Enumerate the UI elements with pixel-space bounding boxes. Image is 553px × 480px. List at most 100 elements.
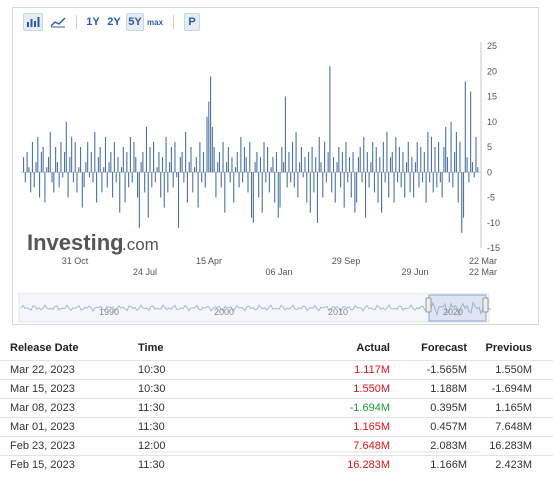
bar[interactable] — [115, 172, 117, 183]
bar[interactable] — [35, 162, 37, 173]
bar[interactable] — [161, 157, 164, 173]
bar[interactable] — [202, 152, 205, 173]
bar[interactable] — [62, 172, 64, 178]
bar[interactable] — [163, 172, 165, 208]
range-5y-button[interactable]: 5Y — [126, 13, 144, 31]
bar[interactable] — [74, 141, 76, 173]
bar[interactable] — [471, 162, 473, 173]
bar[interactable] — [423, 152, 425, 173]
bar[interactable] — [450, 121, 452, 173]
bar[interactable] — [147, 172, 149, 218]
bar[interactable] — [169, 162, 171, 173]
bar[interactable] — [190, 147, 192, 173]
bar[interactable] — [416, 141, 418, 173]
bar[interactable] — [51, 172, 53, 183]
print-button[interactable]: P — [184, 13, 200, 31]
bar[interactable] — [306, 172, 308, 203]
bar[interactable] — [459, 141, 461, 173]
bar[interactable] — [44, 172, 46, 203]
bar[interactable] — [179, 157, 181, 173]
bar[interactable] — [254, 162, 256, 173]
bar[interactable] — [370, 162, 372, 173]
bar[interactable] — [470, 91, 472, 173]
col-release-date[interactable]: Release Date — [10, 342, 79, 354]
bar[interactable] — [404, 172, 406, 198]
bar[interactable] — [288, 152, 290, 173]
bar[interactable] — [151, 172, 153, 188]
bar[interactable] — [325, 172, 327, 183]
bar[interactable] — [24, 172, 26, 183]
bar[interactable] — [373, 172, 376, 193]
bar[interactable] — [80, 147, 82, 173]
bar[interactable] — [81, 172, 83, 208]
bar[interactable] — [368, 172, 370, 188]
bar[interactable] — [256, 152, 258, 173]
bar[interactable] — [445, 126, 447, 173]
bar[interactable] — [120, 167, 123, 173]
bar[interactable] — [343, 172, 345, 208]
bar[interactable] — [165, 136, 167, 173]
bar[interactable] — [229, 172, 231, 183]
bar[interactable] — [218, 152, 221, 173]
bar[interactable] — [145, 126, 148, 173]
bar[interactable] — [302, 172, 304, 178]
bar[interactable] — [188, 162, 190, 173]
bar[interactable] — [40, 152, 42, 173]
bar[interactable] — [90, 152, 92, 173]
bar[interactable] — [265, 172, 267, 183]
bar[interactable] — [128, 172, 130, 188]
bar[interactable] — [395, 136, 397, 173]
bar[interactable] — [153, 141, 155, 173]
bar[interactable] — [263, 141, 265, 173]
bar[interactable] — [261, 172, 263, 213]
bar[interactable] — [270, 167, 272, 173]
bar[interactable] — [363, 136, 365, 173]
bar[interactable] — [69, 157, 71, 173]
bar[interactable] — [407, 141, 409, 173]
bar[interactable] — [251, 172, 253, 218]
bar[interactable] — [192, 172, 194, 193]
bar[interactable] — [26, 152, 28, 173]
bar[interactable] — [252, 172, 254, 223]
bar[interactable] — [402, 152, 404, 173]
bar[interactable] — [213, 147, 215, 173]
bar[interactable] — [427, 131, 429, 173]
bar[interactable] — [443, 147, 445, 173]
bar[interactable] — [375, 147, 377, 173]
bar[interactable] — [473, 172, 475, 178]
bar[interactable] — [199, 141, 201, 173]
bar[interactable] — [275, 152, 278, 173]
bar[interactable] — [245, 157, 247, 173]
col-forecast[interactable]: Forecast — [421, 342, 467, 354]
bar[interactable] — [359, 147, 361, 173]
bar[interactable] — [464, 81, 466, 173]
bar[interactable] — [117, 157, 119, 173]
bar[interactable] — [217, 162, 219, 173]
bar[interactable] — [231, 157, 233, 173]
bar[interactable] — [334, 172, 336, 203]
bar[interactable] — [142, 152, 144, 173]
bar[interactable] — [268, 172, 270, 193]
bar[interactable] — [352, 152, 354, 173]
bar[interactable] — [384, 172, 386, 183]
bar[interactable] — [23, 157, 25, 173]
bar[interactable] — [222, 141, 224, 173]
bar-chart-icon[interactable] — [23, 13, 43, 31]
bar[interactable] — [331, 172, 333, 193]
bar[interactable] — [420, 147, 422, 173]
bar[interactable] — [181, 152, 183, 173]
bar[interactable] — [324, 141, 326, 173]
bar[interactable] — [85, 162, 87, 173]
bar[interactable] — [457, 172, 459, 203]
bar[interactable] — [366, 152, 368, 173]
bar[interactable] — [201, 172, 203, 183]
bar[interactable] — [99, 147, 101, 173]
bar[interactable] — [422, 172, 424, 183]
bar[interactable] — [47, 157, 50, 173]
bar[interactable] — [46, 167, 48, 173]
bar[interactable] — [220, 172, 222, 188]
bar[interactable] — [357, 157, 359, 173]
bar[interactable] — [31, 141, 34, 173]
range-max-button[interactable]: max — [147, 17, 164, 27]
bar[interactable] — [92, 172, 94, 183]
